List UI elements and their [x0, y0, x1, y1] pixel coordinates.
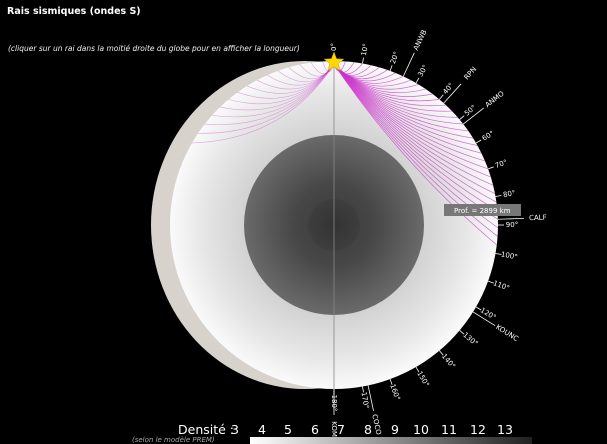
angle-tick-label: 140° [440, 352, 457, 370]
angle-tick-label: 150° [415, 370, 430, 389]
angle-tick [459, 330, 465, 335]
station-marker [497, 217, 524, 220]
legend-value: 12 [470, 422, 486, 437]
angle-tick [415, 77, 420, 84]
angle-tick [415, 366, 420, 373]
seismic-ray [191, 63, 335, 144]
angle-tick [389, 65, 393, 72]
legend-value: 5 [284, 422, 292, 437]
star-icon[interactable] [323, 51, 345, 72]
seismic-ray [204, 63, 335, 125]
station-label: ANMO [484, 89, 506, 109]
seismic-ray [220, 63, 335, 111]
angle-tick-label: 120° [479, 306, 498, 321]
seismic-ray[interactable] [333, 63, 494, 186]
angle-tick [362, 57, 364, 64]
station-marker [367, 385, 374, 411]
seismic-ray [212, 63, 335, 118]
angle-tick [389, 378, 393, 385]
station-marker [402, 52, 415, 77]
angle-tick [362, 386, 364, 393]
depth-readout-box [444, 204, 521, 216]
legend-value: 10 [413, 422, 429, 437]
angle-tick-label: 40° [441, 81, 455, 96]
angle-tick-label: 0° [330, 43, 338, 51]
seismic-ray [256, 63, 335, 90]
angle-tick [487, 166, 494, 170]
angle-tick [495, 253, 502, 255]
angle-tick-label: 110° [492, 279, 511, 292]
angle-tick-label: 50° [463, 104, 478, 118]
legend-label: Densité : [178, 422, 234, 437]
angle-tick-label: 160° [388, 383, 401, 402]
angle-tick-label: 10° [360, 43, 370, 57]
legend-value: 7 [337, 422, 345, 437]
station-label: COCO [370, 414, 382, 436]
seismic-ray [246, 63, 335, 94]
legend-value: 8 [364, 422, 372, 437]
angle-tick [495, 195, 502, 197]
angle-tick [475, 139, 482, 144]
angle-tick-label: 170° [360, 391, 371, 409]
depth-readout: Prof. = 2899 km [454, 207, 511, 215]
legend-value: 13 [497, 422, 513, 437]
seismic-ray[interactable] [333, 63, 499, 220]
station-label: KOUNC [494, 323, 520, 343]
angle-tick-label: 130° [461, 331, 479, 348]
angle-tick [439, 94, 444, 100]
angle-tick-label: 100° [500, 251, 518, 262]
angle-tick [487, 280, 494, 284]
seismic-ray[interactable] [333, 63, 489, 170]
page-title: Rais sismiques (ondes S) [7, 6, 141, 17]
seismic-ray[interactable] [333, 63, 497, 203]
legend-value: 3 [231, 422, 239, 437]
station-label: KOM [330, 421, 338, 437]
angle-tick [439, 350, 444, 356]
density-color-scale [250, 437, 532, 444]
station-marker [462, 107, 484, 125]
legend-value: 11 [441, 422, 457, 437]
legend-subtitle: (selon le modèle PREM) [132, 436, 215, 444]
legend-value: 6 [311, 422, 319, 437]
angle-tick-label: 30° [416, 63, 429, 78]
station-marker [443, 83, 462, 104]
angle-tick-label: 70° [494, 158, 508, 170]
seismic-ray [267, 63, 335, 86]
seismic-ray[interactable] [333, 63, 498, 212]
angle-tick [459, 115, 465, 120]
seismic-ray[interactable] [333, 63, 496, 195]
seismic-ray [237, 63, 335, 99]
angle-tick-label: 90° [506, 221, 518, 229]
angle-tick-label: 80° [502, 189, 516, 199]
legend-value: 9 [391, 422, 399, 437]
station-label: ANWB [412, 28, 429, 51]
seismic-ray[interactable] [333, 63, 498, 237]
station-label: RPN [463, 65, 479, 81]
station-marker [472, 311, 496, 327]
station-label: CALF [529, 214, 547, 223]
angle-tick [475, 306, 482, 311]
legend-value: 4 [258, 422, 266, 437]
seismic-ray [198, 63, 335, 134]
angle-tick-label: 60° [481, 129, 496, 142]
seismic-ray[interactable] [333, 63, 498, 246]
angle-tick-label: 20° [389, 51, 401, 65]
instruction-text: (cliquer sur un rai dans la moitié droit… [8, 44, 300, 53]
seismic-ray [228, 63, 335, 105]
